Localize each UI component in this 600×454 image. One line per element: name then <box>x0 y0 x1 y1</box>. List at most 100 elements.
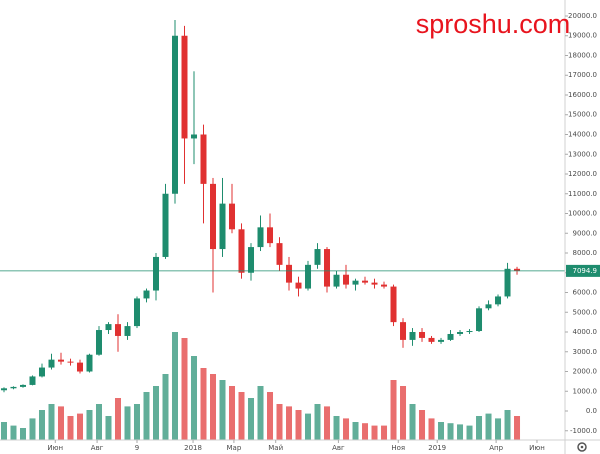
candle-body <box>67 361 74 363</box>
candle-body <box>210 183 217 250</box>
candle-body <box>504 268 511 297</box>
settings-icon[interactable] <box>577 442 587 452</box>
volume-bar <box>38 410 45 440</box>
volume-bar <box>371 425 378 440</box>
x-tick-label: Июн <box>529 444 545 452</box>
y-tick-label: 18000.0 <box>568 51 597 59</box>
x-tick-label: 9 <box>135 444 139 452</box>
candle-body <box>457 332 464 334</box>
volume-bar <box>409 404 416 440</box>
volume-bar <box>172 332 179 440</box>
candle-body <box>314 249 321 265</box>
volume-bar <box>133 404 140 440</box>
volume-bar <box>514 416 521 440</box>
candle-body <box>390 286 397 323</box>
x-tick-label: Апр <box>489 444 503 452</box>
volume-bar <box>162 374 169 440</box>
volume-bar <box>67 416 74 440</box>
volume-bar <box>19 428 26 440</box>
volume-bar <box>181 338 188 440</box>
y-tick-label: 12000.0 <box>568 170 597 178</box>
y-tick-label: 5000.0 <box>573 308 598 316</box>
candle-body <box>485 304 492 309</box>
candle-body <box>200 134 207 184</box>
x-tick-label: Авг <box>332 444 345 452</box>
candle-body <box>143 290 150 299</box>
candle-body <box>324 249 331 287</box>
volume-bar <box>114 398 121 440</box>
volume-bar <box>476 416 483 440</box>
candle-body <box>419 332 426 338</box>
volume-bar <box>219 380 226 440</box>
volume-bar <box>286 406 293 440</box>
volume-bar <box>152 386 159 440</box>
volume-bar <box>267 392 274 440</box>
candle-body <box>181 35 188 139</box>
candle-body <box>476 308 483 332</box>
volume-bar <box>362 423 369 440</box>
volume-bar <box>504 410 511 440</box>
candle-body <box>371 282 378 285</box>
volume-bar <box>466 425 473 440</box>
candle-body <box>19 384 26 387</box>
candle-body <box>105 324 112 331</box>
candle-body <box>343 274 350 285</box>
candle-body <box>248 247 255 273</box>
candle-body <box>438 339 445 342</box>
volume-bar <box>457 424 464 440</box>
candle-body <box>229 203 236 230</box>
y-tick-label: 0.0 <box>586 407 597 415</box>
volume-bar <box>447 423 454 440</box>
volume-bar <box>210 374 217 440</box>
candle-body <box>219 203 226 250</box>
volume-bar <box>381 425 388 440</box>
candle-body <box>152 256 159 291</box>
volume-bar <box>495 418 502 440</box>
watermark: sproshu.com <box>416 9 571 39</box>
volume-bar <box>485 413 492 440</box>
candle-body <box>114 324 121 336</box>
candle-body <box>191 134 198 139</box>
volume-bar <box>10 425 17 440</box>
y-tick-label: 6000.0 <box>573 289 598 297</box>
candle-body <box>133 298 140 327</box>
candle-body <box>400 322 407 340</box>
candle-body <box>514 268 521 271</box>
volume-bar <box>257 386 264 440</box>
volume-bar <box>428 418 435 440</box>
y-tick-label: 9000.0 <box>573 229 598 237</box>
volume-bar <box>105 416 112 440</box>
candle-body <box>95 330 102 355</box>
volume-bar <box>191 356 198 440</box>
volume-bar <box>305 413 312 440</box>
volume-bar <box>238 392 245 440</box>
y-tick-label: 8000.0 <box>573 249 598 257</box>
y-tick-label: 13000.0 <box>568 150 597 158</box>
candle-body <box>48 359 55 368</box>
volume-bar <box>419 410 426 440</box>
candle-body <box>428 337 435 342</box>
candle-body <box>257 227 264 248</box>
volume-bar <box>390 380 397 440</box>
volume-layer <box>0 332 521 440</box>
y-tick-label: 1000.0 <box>573 387 598 395</box>
y-tick-label: -1000.0 <box>570 427 597 435</box>
x-tick-label: Мар <box>227 444 242 452</box>
y-tick-label: 15000.0 <box>568 111 597 119</box>
candle-layer <box>0 19 565 393</box>
volume-bar <box>86 410 93 440</box>
candle-body <box>29 376 36 385</box>
candle-body <box>0 388 7 391</box>
volume-bar <box>314 404 321 440</box>
volume-bar <box>295 410 302 440</box>
candle-body <box>295 282 302 289</box>
y-tick-label: 3000.0 <box>573 348 598 356</box>
y-tick-label: 20000.0 <box>568 12 597 20</box>
volume-bar <box>333 416 340 440</box>
x-tick-label: Июн <box>47 444 63 452</box>
y-tick-label: 17000.0 <box>568 71 597 79</box>
volume-bar <box>324 406 331 440</box>
volume-bar <box>143 392 150 440</box>
x-tick-label: 2019 <box>428 444 446 452</box>
